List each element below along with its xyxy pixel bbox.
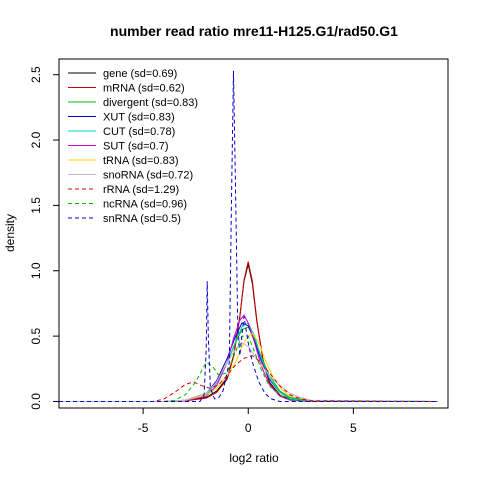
y-tick-label: 0.5 xyxy=(29,327,43,344)
y-tick-label: 0.0 xyxy=(29,393,43,410)
legend-entry: rRNA (sd=1.29) xyxy=(103,184,179,196)
y-tick-label: 2.0 xyxy=(29,131,43,148)
x-tick-label: 5 xyxy=(350,421,357,435)
series-line-8 xyxy=(59,355,438,402)
series-line-7 xyxy=(59,341,438,402)
series-line-5 xyxy=(59,314,438,402)
x-tick-label: 0 xyxy=(245,421,252,435)
series-line-3 xyxy=(59,322,438,402)
legend-entry: gene (sd=0.69) xyxy=(103,68,177,80)
chart-title: number read ratio mre11-H125.G1/rad50.G1 xyxy=(110,23,398,39)
y-tick-label: 2.5 xyxy=(29,66,43,83)
series-line-4 xyxy=(59,322,438,402)
axis-layer: -5 0 5 0.0 0.5 1.0 1.5 2.0 2.5 xyxy=(29,66,357,435)
legend-entry: tRNA (sd=0.83) xyxy=(103,155,179,167)
series-line-2 xyxy=(59,326,438,402)
series-line-10 xyxy=(59,70,438,402)
x-axis-label: log2 ratio xyxy=(229,451,279,465)
series-layer xyxy=(59,70,438,402)
y-tick-label: 1.0 xyxy=(29,262,43,279)
legend-entry: XUT (sd=0.83) xyxy=(103,112,175,124)
legend: gene (sd=0.69) mRNA (sd=0.62) divergent (s… xyxy=(68,68,198,225)
y-axis-label: density xyxy=(3,214,17,252)
legend-entry: snoRNA (sd=0.72) xyxy=(103,170,193,182)
legend-entry: divergent (sd=0.83) xyxy=(103,97,198,109)
series-line-0 xyxy=(59,264,438,402)
legend-entry: mRNA (sd=0.62) xyxy=(103,83,185,95)
series-line-1 xyxy=(59,261,438,402)
legend-entry: CUT (sd=0.78) xyxy=(103,126,175,138)
legend-entry: SUT (sd=0.7) xyxy=(103,141,169,153)
y-tick-label: 1.5 xyxy=(29,197,43,214)
series-line-9 xyxy=(59,335,438,402)
legend-entry: snRNA (sd=0.5) xyxy=(103,213,181,225)
x-tick-label: -5 xyxy=(138,421,149,435)
legend-entry: ncRNA (sd=0.96) xyxy=(103,199,187,211)
